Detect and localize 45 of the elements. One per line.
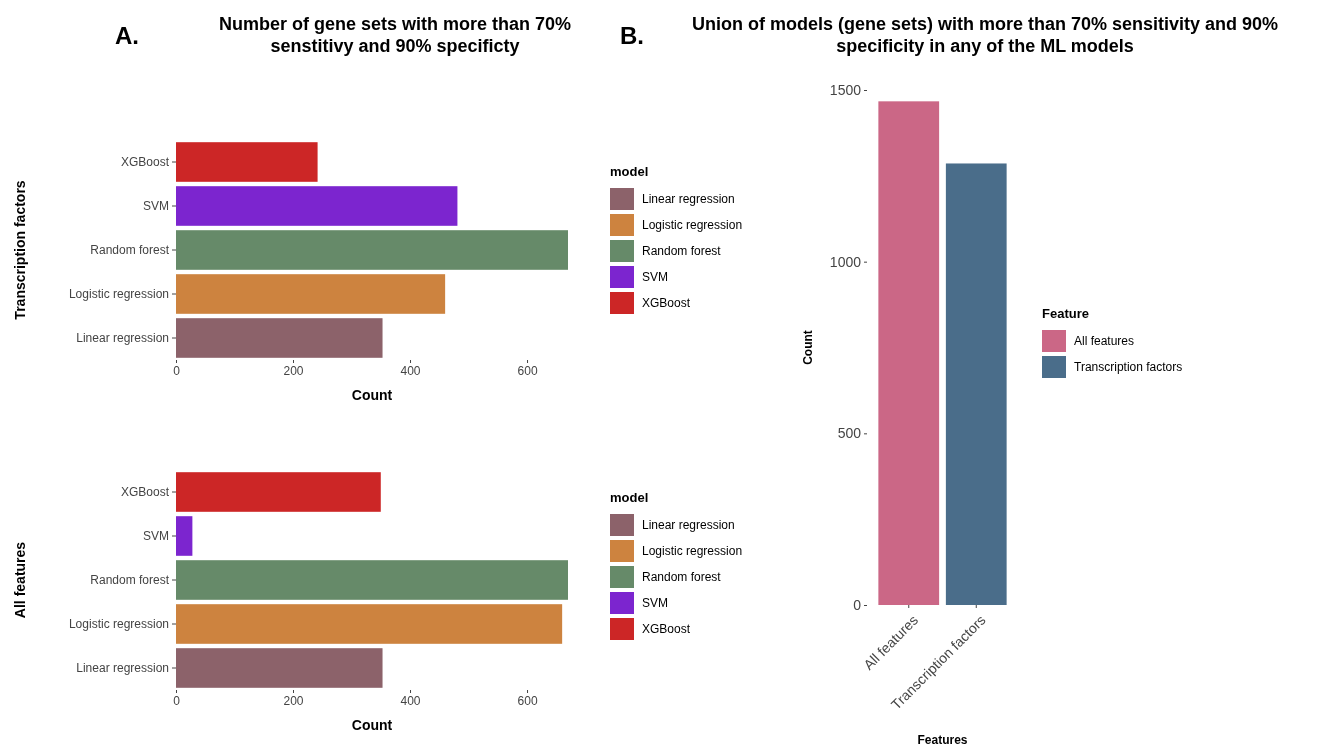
legend-label: SVM <box>642 270 669 284</box>
legend-title: Feature <box>1042 306 1089 321</box>
legend-label: Random forest <box>642 244 722 258</box>
legend-label: Random forest <box>642 570 722 584</box>
y-tick-label: Random forest <box>90 572 170 587</box>
chart-title: Number of gene sets with more than 70% senstitivy and 90% specificty <box>218 14 572 56</box>
y-tick-label: 1000 <box>829 253 862 270</box>
y-axis-title: All features <box>12 541 28 619</box>
x-tick-label: 400 <box>400 693 421 708</box>
y-tick-label: XGBoost <box>120 154 170 169</box>
legend-title: model <box>610 490 649 505</box>
legend-label: All features <box>1074 334 1135 348</box>
legend-label: SVM <box>642 596 669 610</box>
x-tick-label: 200 <box>283 363 304 378</box>
x-tick-label: 400 <box>400 363 421 378</box>
x-axis-title: Features <box>917 733 968 747</box>
x-tick-label: 0 <box>173 693 181 708</box>
legend-label: Linear regression <box>642 518 735 532</box>
y-tick-label: Logistic regression <box>68 616 169 631</box>
y-tick-label: Linear regression <box>76 660 169 675</box>
legend-label: XGBoost <box>642 296 691 310</box>
x-tick-label: 600 <box>517 693 538 708</box>
x-axis-title: Count <box>351 387 393 403</box>
y-tick-label: Linear regression <box>76 330 169 345</box>
legend-title: model <box>610 164 649 179</box>
y-tick-label: 500 <box>837 425 862 442</box>
y-axis-title: Count <box>801 330 815 365</box>
legend-label: XGBoost <box>642 622 691 636</box>
legend-label: Logistic regression <box>642 218 743 232</box>
legend-label: Logistic regression <box>642 544 743 558</box>
text: B. <box>620 22 644 49</box>
x-tick-label: 0 <box>173 363 181 378</box>
x-tick-label: 600 <box>517 363 538 378</box>
chart-title: Union of models (gene sets) with more than 70% sensitivity and 90% specificity in any of the ML models <box>691 14 1279 56</box>
y-tick-label: 1500 <box>829 81 862 98</box>
y-tick-label: SVM <box>142 198 169 213</box>
x-axis-title: Count <box>351 717 393 733</box>
y-tick-label: Random forest <box>90 242 170 257</box>
text: A. <box>115 22 139 49</box>
y-tick-label: XGBoost <box>120 484 170 499</box>
x-tick-label: 200 <box>283 693 304 708</box>
y-tick-label: 0 <box>853 596 862 613</box>
y-tick-label: SVM <box>142 528 169 543</box>
y-tick-label: Logistic regression <box>68 286 169 301</box>
legend-label: Linear regression <box>642 192 735 206</box>
